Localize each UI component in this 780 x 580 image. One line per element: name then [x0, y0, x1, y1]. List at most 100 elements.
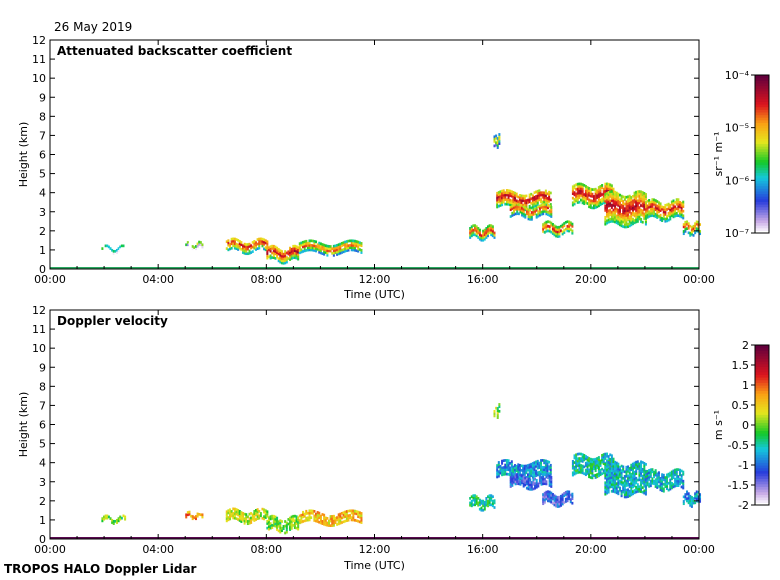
- data-cell: [576, 185, 579, 188]
- data-cell: [538, 189, 541, 193]
- data-cell: [617, 201, 620, 205]
- data-cell: [271, 517, 274, 520]
- data-cell: [610, 206, 613, 209]
- data-cell: [686, 492, 689, 496]
- data-cell: [318, 246, 321, 250]
- data-cell: [230, 510, 233, 513]
- data-cell: [240, 520, 243, 523]
- data-cell: [198, 242, 201, 246]
- data-cell: [485, 499, 488, 502]
- data-cell: [601, 467, 604, 471]
- data-cell: [350, 248, 353, 252]
- data-cell: [267, 516, 270, 520]
- data-cell: [604, 488, 607, 491]
- data-cell: [230, 242, 233, 246]
- data-cell: [505, 465, 508, 469]
- data-cell: [644, 487, 647, 490]
- data-cell: [477, 231, 480, 235]
- data-cell: [604, 457, 607, 460]
- data-cell: [497, 461, 500, 464]
- data-cell: [581, 457, 584, 461]
- data-cell: [532, 210, 535, 214]
- data-cell: [544, 466, 547, 470]
- data-cell: [297, 257, 300, 261]
- data-cell: [594, 464, 597, 468]
- data-cell: [545, 210, 548, 213]
- data-cell: [539, 468, 543, 471]
- data-cell: [558, 498, 561, 501]
- data-cell: [618, 209, 621, 213]
- data-cell: [472, 231, 475, 234]
- data-cell: [469, 231, 472, 235]
- data-cell: [694, 224, 697, 228]
- data-cell: [657, 210, 660, 214]
- data-cell: [498, 403, 501, 406]
- data-cell: [607, 195, 610, 199]
- data-cell: [329, 519, 332, 523]
- data-cell: [675, 200, 678, 204]
- data-cell: [550, 208, 553, 212]
- data-cell: [631, 471, 634, 475]
- data-cell: [488, 498, 491, 502]
- data-cell: [602, 190, 605, 193]
- data-cell: [648, 212, 651, 216]
- data-cell: [493, 236, 496, 239]
- data-cell: [551, 497, 554, 501]
- data-cell: [502, 473, 505, 476]
- data-cell: [512, 206, 515, 210]
- data-cell: [496, 198, 499, 202]
- data-cell: [633, 214, 636, 218]
- data-cell: [289, 521, 292, 525]
- data-cell: [596, 463, 599, 467]
- data-cell: [601, 202, 604, 206]
- data-cell: [336, 516, 339, 519]
- data-cell: [581, 183, 584, 186]
- data-cell: [617, 492, 620, 496]
- data-cell: [578, 470, 581, 474]
- data-cell: [274, 247, 277, 251]
- data-cell: [256, 508, 259, 511]
- data-cell: [644, 197, 647, 201]
- data-cell: [643, 212, 646, 216]
- data-cell: [352, 244, 355, 247]
- data-cell: [263, 240, 266, 244]
- data-cell: [644, 471, 647, 474]
- data-cell: [628, 217, 631, 221]
- data-cell: [675, 207, 678, 211]
- data-cell: [269, 245, 272, 249]
- data-cell: [499, 464, 502, 468]
- data-cell: [474, 501, 477, 504]
- data-cell: [560, 501, 563, 505]
- data-cell: [633, 470, 636, 474]
- data-cell: [615, 484, 618, 488]
- data-cell: [635, 211, 638, 215]
- data-cell: [610, 199, 613, 203]
- data-cell: [315, 245, 318, 248]
- data-cell: [631, 478, 634, 482]
- data-cell: [597, 188, 600, 192]
- data-cell: [352, 511, 355, 515]
- data-cell: [352, 241, 355, 245]
- data-cell: [544, 189, 547, 193]
- data-cell: [517, 482, 520, 486]
- data-cell: [308, 518, 311, 522]
- data-cell: [643, 208, 646, 211]
- colorbar-swatch: [755, 499, 769, 503]
- data-cell: [523, 199, 526, 203]
- data-cell: [240, 511, 243, 514]
- data-cell: [648, 210, 651, 214]
- data-cell: [596, 475, 599, 479]
- data-cell: [571, 462, 574, 465]
- data-cell: [529, 483, 532, 487]
- data-cell: [357, 513, 360, 516]
- data-cell: [614, 472, 617, 475]
- data-cell: [568, 225, 571, 228]
- data-cell: [543, 224, 546, 227]
- data-cell: [274, 250, 277, 253]
- data-cell: [511, 479, 514, 483]
- data-cell: [654, 201, 657, 205]
- data-cell: [675, 479, 678, 483]
- data-cell: [253, 512, 256, 515]
- data-cell: [534, 486, 537, 490]
- data-cell: [654, 485, 657, 488]
